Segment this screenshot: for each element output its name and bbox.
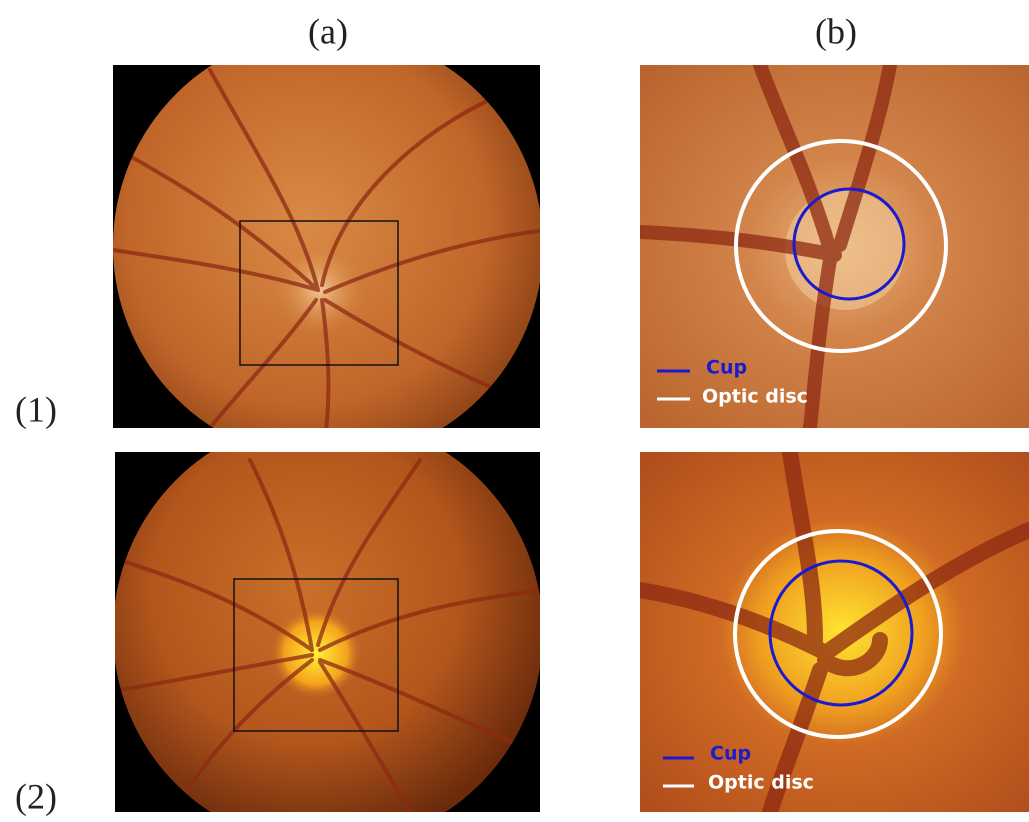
legend-label: Optic disc [708,772,814,794]
row-label: (1) [15,389,57,429]
legend-label: Cup [710,743,751,765]
fundus-image [113,417,543,822]
legend-label: Optic disc [702,386,808,408]
zoomed-disc: Cup Optic disc [640,65,1029,428]
figure: (a) (b) (1) (2) [0,0,1029,822]
fundus-image [113,31,545,461]
column-label: (b) [815,11,857,51]
zoomed-disc: Cup Optic disc [640,452,1029,812]
legend-label: Cup [706,357,747,379]
column-label: (a) [308,11,348,51]
row-label: (2) [15,776,57,816]
